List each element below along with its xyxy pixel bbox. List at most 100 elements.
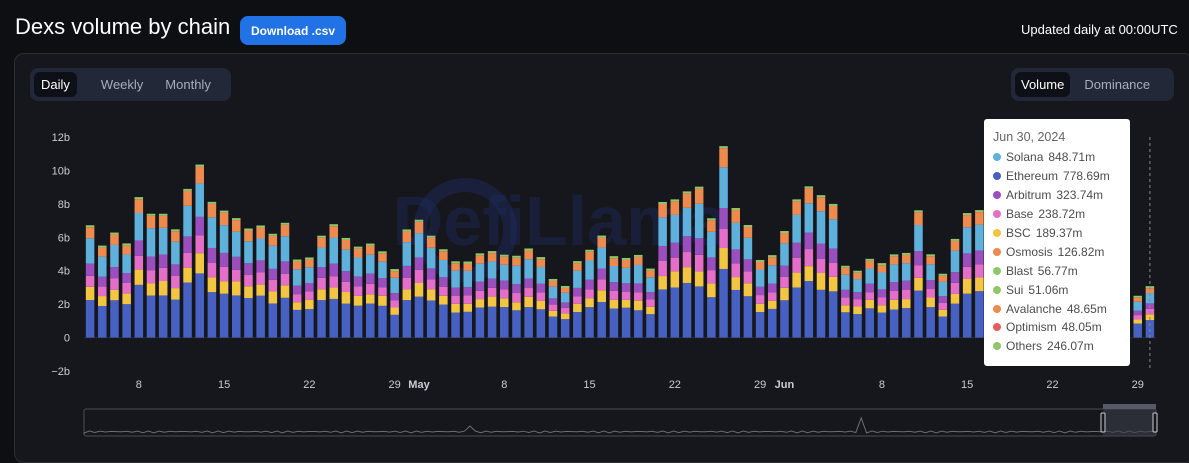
zoom-left-handle[interactable] [1100, 412, 1106, 433]
bar-segment-base [816, 258, 826, 273]
bar-segment-ethereum [560, 319, 570, 338]
tooltip-series-name: Osmosis [1006, 244, 1053, 259]
bar-segment-others [158, 215, 168, 228]
bar-segment-solana [573, 270, 582, 288]
bar-segment-solana [366, 254, 375, 274]
bar-segment-solana [98, 256, 107, 277]
period-selector: Daily Weekly Monthly [30, 68, 231, 101]
bar-segment-solana [85, 238, 95, 264]
bar-segment-base [110, 278, 119, 290]
bar-segment-solana [560, 292, 570, 303]
bar-segment-bsc [950, 293, 960, 304]
bar-segment-base [536, 292, 546, 301]
bar-segment-bsc [743, 283, 753, 297]
tooltip-row: Others 246.07m [993, 337, 1130, 356]
bar-segment-ethereum [98, 305, 107, 338]
bar-segment-bsc [353, 295, 363, 306]
bar-segment-arbitrum [719, 208, 728, 229]
tab-volume[interactable]: Volume [1015, 72, 1071, 97]
bar-segment-cap [743, 224, 753, 227]
bar-segment-base [439, 286, 448, 296]
bar-segment-solana [414, 233, 424, 258]
bar-segment-solana [841, 274, 850, 290]
bar-segment-arbitrum [573, 287, 582, 297]
bar-segment-ethereum [682, 282, 692, 338]
bar-segment-solana [816, 211, 826, 244]
bar-segment-solana [463, 270, 472, 288]
download-csv-button[interactable]: Download .csv [240, 16, 346, 45]
zoom-window[interactable] [1103, 409, 1156, 436]
bar-segment-ethereum [719, 268, 728, 338]
bar-segment-base [682, 252, 692, 268]
bar-segment-ethereum [402, 300, 412, 338]
tab-weekly[interactable]: Weekly [100, 77, 144, 92]
bar-segment-others [366, 245, 375, 255]
tab-daily[interactable]: Daily [34, 72, 77, 97]
series-dot-icon [993, 266, 1001, 275]
bar-segment-others [816, 197, 826, 212]
bar-segment-cap [426, 235, 436, 238]
x-tick-label: Jun [775, 379, 795, 391]
bar-segment-arbitrum [378, 278, 387, 288]
zoom-right-handle[interactable] [1152, 412, 1158, 433]
bar-segment-solana [1145, 293, 1155, 304]
bar-segment-base [634, 292, 643, 301]
tooltip-row: Ethereum 778.69m [993, 167, 1130, 186]
bar-segment-arbitrum [634, 283, 643, 293]
tab-dominance[interactable]: Dominance [1084, 77, 1151, 92]
bar-segment-solana [158, 227, 168, 255]
bar-segment-others [670, 201, 680, 215]
bar-segment-solana [938, 281, 948, 297]
bar-segment-arbitrum [195, 216, 204, 236]
bar-segment-others [621, 259, 631, 268]
tooltip-series-value: 126.82m [1057, 244, 1105, 259]
zoom-drag-handle[interactable] [1103, 404, 1156, 409]
bar-segment-arbitrum [390, 293, 399, 301]
bar-segment-cap [366, 243, 375, 246]
bar-segment-bsc [646, 306, 655, 315]
bar-segment-bsc [938, 309, 948, 317]
bar-segment-others [731, 210, 740, 223]
bar-segment-arbitrum [950, 272, 960, 283]
bar-segment-cap [329, 224, 338, 227]
bar-segment-cap [195, 164, 204, 167]
bar-segment-base [280, 273, 290, 286]
bar-segment-solana [548, 286, 558, 299]
bar-segment-bsc [414, 283, 424, 297]
bar-segment-bsc [244, 286, 253, 298]
bar-segment-cap [183, 188, 192, 191]
bar-segment-others [853, 272, 862, 280]
bar-segment-solana [280, 236, 290, 262]
bar-segment-ethereum [804, 281, 814, 338]
tab-monthly[interactable]: Monthly [165, 77, 211, 92]
y-tick-label: −2b [51, 366, 70, 378]
bar-segment-cap [877, 263, 887, 266]
bar-segment-base [256, 272, 265, 285]
bar-segment-ethereum [85, 300, 95, 338]
bar-segment-ethereum [195, 273, 204, 338]
bar-segment-others [268, 235, 278, 246]
bar-segment-others [865, 260, 874, 269]
bar-segment-bsc [268, 291, 278, 304]
bar-segment-ethereum [768, 308, 777, 338]
bar-segment-base [548, 304, 558, 311]
bar-segment-others [646, 270, 655, 278]
bar-segment-others [585, 251, 594, 261]
bar-segment-base [609, 290, 619, 300]
bar-segment-base [914, 265, 923, 278]
bar-segment-arbitrum [402, 265, 412, 278]
bar-segment-arbitrum [682, 236, 692, 253]
bar-segment-arbitrum [926, 280, 935, 290]
bar-segment-others [548, 280, 558, 287]
bar-segment-base [597, 279, 606, 291]
tooltip-series-value: 48.05m [1061, 320, 1102, 335]
bar-segment-bsc [841, 305, 850, 313]
bar-segment-others [329, 226, 338, 238]
bar-segment-solana [195, 183, 204, 217]
y-tick-label: 6b [58, 232, 70, 244]
bar-segment-ethereum [475, 307, 485, 338]
bar-segment-base [305, 291, 314, 300]
bar-segment-cap [390, 269, 399, 272]
bar-segment-bsc [755, 303, 765, 312]
bar-segment-arbitrum [280, 261, 290, 274]
